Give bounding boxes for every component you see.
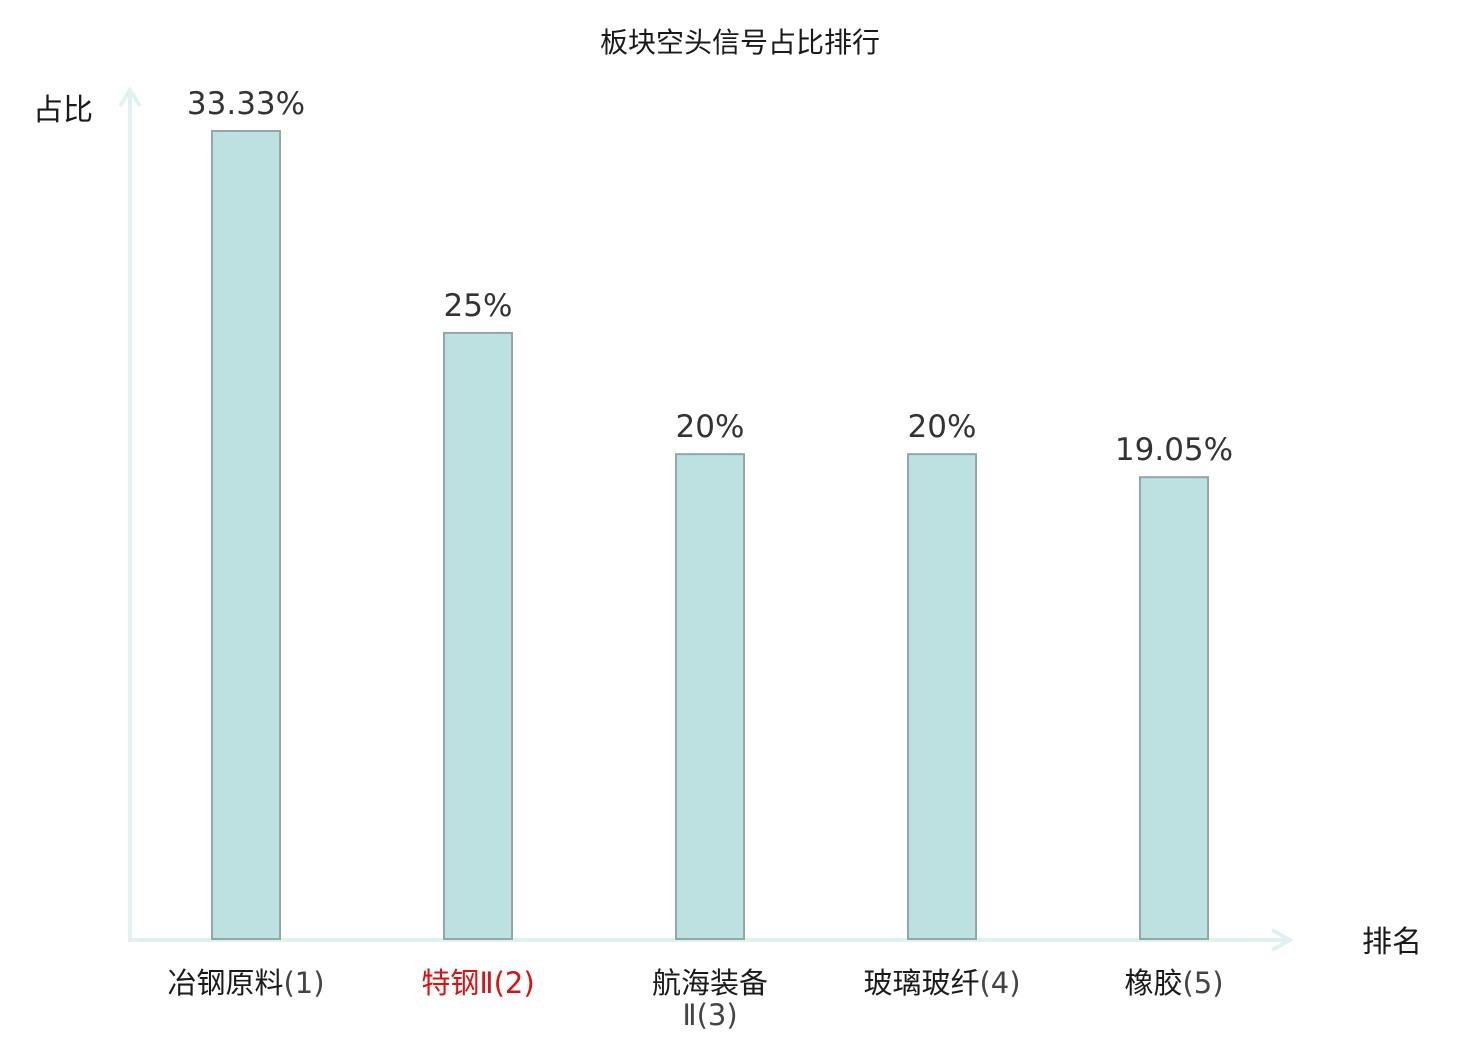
category-label: 玻璃玻纤(4) <box>863 966 1020 1000</box>
bar <box>443 331 513 940</box>
category-rank: (4) <box>979 966 1020 1000</box>
bar-value-label: 33.33% <box>187 86 305 122</box>
category-name: 冶钢原料 <box>167 966 283 1000</box>
bar <box>1139 476 1209 940</box>
category-label: 橡胶(5) <box>1124 966 1223 1000</box>
category-label: 航海装备 <box>652 966 768 1000</box>
category-rank: (1) <box>283 966 324 1000</box>
category-label: 特钢Ⅱ(2) <box>421 966 534 1000</box>
chart-title: 板块空头信号占比排行 <box>600 26 880 59</box>
category-name: 航海装备 <box>652 966 768 1000</box>
value-labels-group: 33.33% 25% 20% 20% 19.05% <box>187 86 1233 468</box>
y-axis-label: 占比 <box>33 93 93 128</box>
category-name: 特钢Ⅱ <box>421 966 493 1000</box>
bars-group <box>211 130 1209 940</box>
bar-value-label: 25% <box>444 288 513 324</box>
category-label-line2: Ⅱ(3) <box>682 998 737 1032</box>
category-rank: (5) <box>1182 966 1223 1000</box>
bar <box>907 453 977 940</box>
x-axis-arrow <box>1271 928 1295 952</box>
category-name: 玻璃玻纤 <box>863 966 979 1000</box>
bar-value-label: 19.05% <box>1115 432 1233 468</box>
bar-value-label: 20% <box>676 409 745 445</box>
bar <box>675 453 745 940</box>
bar <box>211 130 281 940</box>
x-axis-label: 排名 <box>1362 925 1422 960</box>
category-name: 橡胶 <box>1124 966 1182 1000</box>
category-rank: (2) <box>494 966 535 1000</box>
bar-value-label: 20% <box>908 409 977 445</box>
category-label: 冶钢原料(1) <box>167 966 324 1000</box>
axes <box>118 86 1295 952</box>
y-axis-arrow <box>118 86 142 108</box>
